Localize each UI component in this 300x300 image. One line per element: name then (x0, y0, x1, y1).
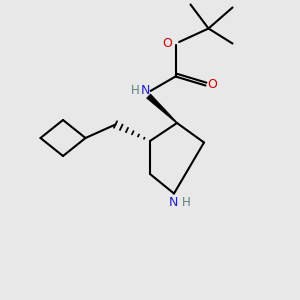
Text: N: N (141, 84, 150, 98)
Text: H: H (182, 196, 191, 209)
Text: H: H (131, 84, 140, 98)
Text: O: O (162, 37, 172, 50)
Text: N: N (169, 196, 178, 209)
Text: O: O (207, 77, 217, 91)
Polygon shape (146, 94, 177, 123)
